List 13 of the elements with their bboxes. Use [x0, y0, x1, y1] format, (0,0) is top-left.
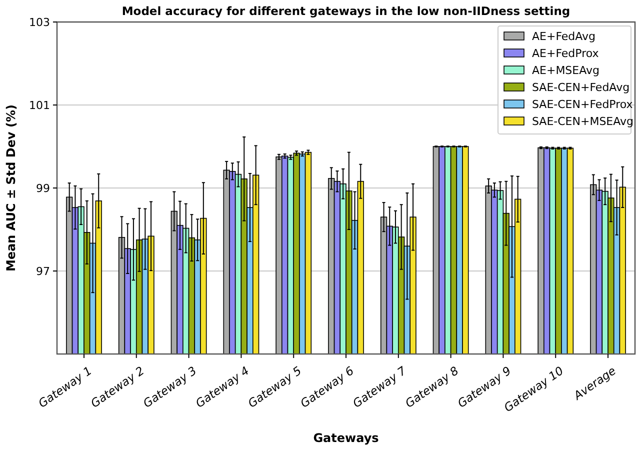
legend-label: SAE-CEN+FedAvg — [532, 80, 630, 94]
y-tick-label: 101 — [29, 98, 50, 112]
legend-label: AE+FedProx — [532, 46, 600, 60]
y-tick-label: 99 — [36, 182, 50, 195]
legend-label: AE+MSEAvg — [532, 64, 600, 77]
legend-label: AE+FedAvg — [532, 30, 596, 43]
y-tick-label: 97 — [36, 264, 50, 278]
y-tick-label: 103 — [29, 16, 50, 29]
x-axis-title: Gateways — [313, 431, 379, 445]
legend-label: SAE-CEN+MSEAvg — [532, 114, 634, 128]
chart-title: Model accuracy for different gateways in the low non-IIDness setting — [122, 4, 570, 18]
y-axis-title: Mean AUC ± Std Dev (%) — [4, 104, 18, 272]
legend-label: SAE-CEN+FedProx — [532, 98, 634, 111]
